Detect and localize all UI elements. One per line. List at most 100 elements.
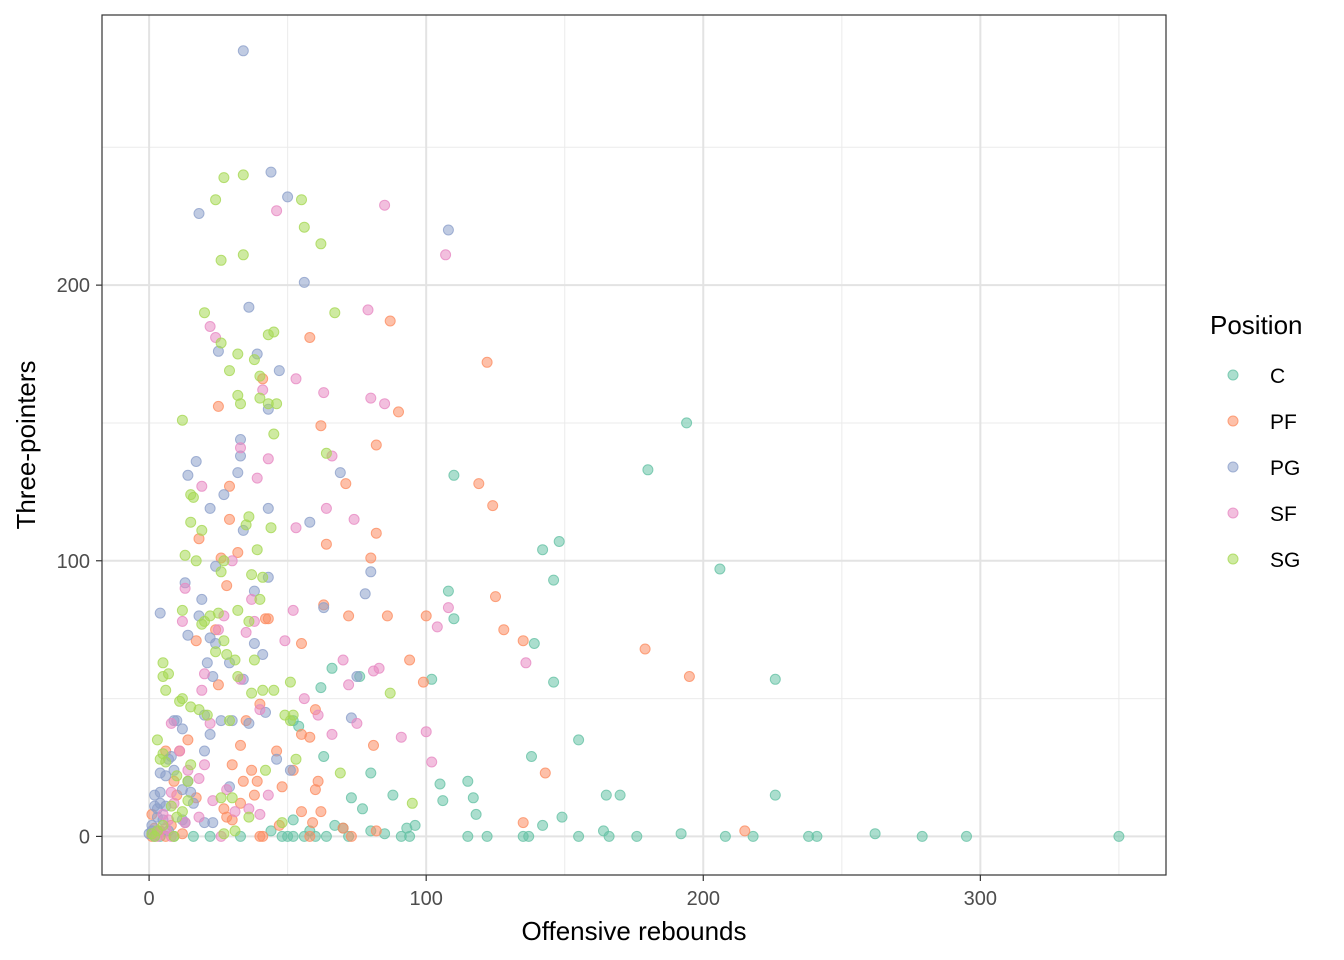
point-pf: [246, 764, 258, 776]
point-sg: [257, 571, 269, 583]
point-sg: [218, 555, 230, 567]
point-sf: [290, 522, 302, 534]
point-sf: [179, 817, 191, 829]
point-sf: [199, 759, 210, 771]
point-sg: [204, 610, 216, 622]
point-pg: [334, 467, 346, 479]
point-c: [265, 825, 277, 837]
point-sg: [196, 524, 208, 536]
point-sg: [185, 516, 197, 528]
point-pg: [265, 166, 277, 178]
grid-minor: [102, 15, 1166, 875]
legend-key-pg: [1227, 461, 1239, 473]
point-pf: [315, 420, 327, 432]
point-sg: [237, 249, 249, 261]
point-sg: [163, 668, 174, 680]
x-tick-label: 200: [687, 888, 720, 910]
point-sf: [240, 626, 252, 638]
x-tick-label: 300: [964, 888, 997, 910]
point-pg: [182, 629, 194, 641]
point-c: [434, 778, 446, 790]
point-pg: [318, 602, 330, 614]
point-pg: [273, 365, 285, 377]
point-sf: [379, 398, 391, 410]
x-tick-label: 100: [410, 888, 443, 910]
point-sf: [279, 635, 291, 647]
point-sf: [362, 304, 374, 316]
point-c: [345, 792, 357, 804]
point-sg: [157, 819, 169, 831]
point-c: [631, 830, 643, 842]
point-sg: [226, 792, 238, 804]
point-sf: [368, 665, 379, 677]
point-pf: [739, 825, 751, 837]
point-pf: [481, 356, 493, 368]
point-pf: [639, 643, 651, 655]
point-pf: [487, 500, 499, 512]
point-c: [517, 830, 529, 842]
point-sg: [254, 370, 266, 382]
point-c: [573, 734, 585, 746]
point-c: [467, 792, 479, 804]
point-pg: [218, 489, 230, 501]
point-sg: [254, 392, 266, 404]
point-sg: [190, 555, 202, 567]
point-sg: [243, 615, 255, 627]
point-sf: [320, 502, 332, 514]
point-pf: [218, 803, 230, 815]
point-pg: [262, 502, 274, 514]
point-pg: [442, 224, 454, 236]
point-sf: [395, 731, 407, 743]
point-pg: [359, 588, 371, 600]
point-pf: [368, 739, 379, 751]
point-pg: [182, 469, 194, 481]
point-pf: [296, 806, 307, 818]
point-pf: [417, 676, 429, 688]
point-sg: [176, 604, 188, 616]
point-sg: [260, 764, 271, 776]
point-pf: [304, 830, 316, 842]
point-c: [769, 673, 781, 685]
point-pf: [320, 538, 332, 550]
point-c: [548, 574, 560, 586]
plot-background: [102, 15, 1166, 875]
point-pf: [221, 580, 233, 592]
point-sf: [343, 679, 355, 691]
point-pg: [199, 745, 210, 757]
point-sg: [320, 447, 332, 459]
x-axis-title: Offensive rebounds: [522, 916, 747, 946]
point-c: [719, 830, 731, 842]
point-pg: [237, 45, 249, 57]
point-pg: [271, 753, 283, 765]
point-sg: [160, 684, 172, 696]
point-sg: [201, 709, 213, 721]
point-c: [365, 767, 377, 779]
point-sg: [210, 194, 222, 206]
point-pf: [224, 513, 235, 525]
point-sf: [440, 249, 452, 261]
point-sf: [251, 472, 263, 484]
point-c: [573, 830, 585, 842]
point-c: [548, 676, 560, 688]
point-pg: [160, 770, 172, 782]
point-c: [357, 803, 368, 815]
point-c: [437, 795, 449, 807]
point-sf: [262, 453, 274, 465]
y-axis-title: Three-pointers: [11, 360, 41, 529]
point-pf: [235, 739, 246, 751]
point-pg: [284, 764, 296, 776]
point-sg: [165, 800, 177, 812]
point-pf: [296, 638, 307, 649]
point-sf: [420, 726, 432, 738]
point-c: [315, 682, 327, 694]
point-sg: [257, 684, 269, 696]
point-c: [204, 830, 216, 842]
point-sf: [271, 205, 283, 217]
point-pf: [517, 817, 529, 829]
point-pf: [420, 610, 432, 622]
plot-border: [101, 14, 1167, 876]
point-sf: [165, 717, 177, 729]
point-c: [714, 563, 726, 575]
point-sf: [174, 745, 186, 757]
point-sf: [365, 392, 377, 404]
